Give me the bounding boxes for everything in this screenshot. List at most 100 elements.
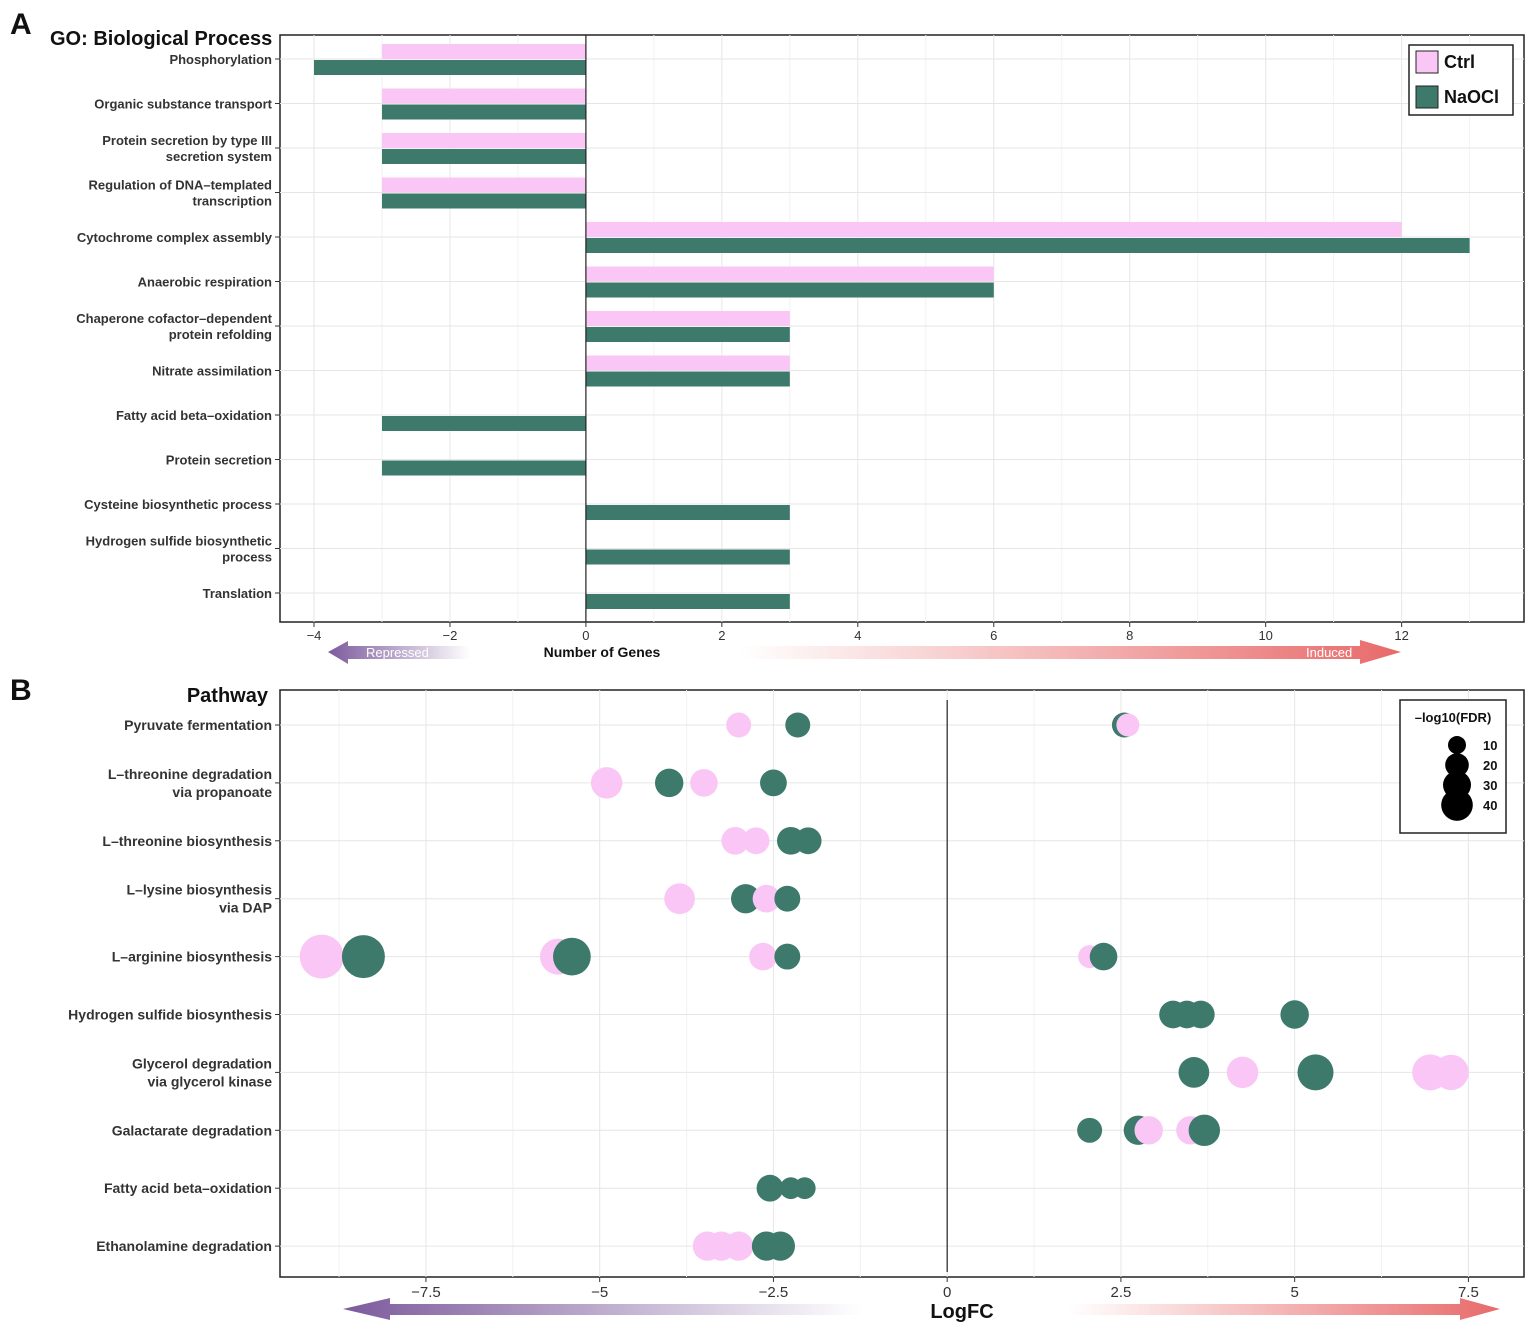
point-ctrl bbox=[721, 826, 750, 855]
category-label: process bbox=[222, 550, 272, 565]
legend-naocl-label: NaOCl bbox=[1444, 87, 1499, 107]
bar-naocl bbox=[313, 60, 586, 75]
size-legend-circle bbox=[1448, 736, 1466, 754]
point-naocl bbox=[1297, 1054, 1334, 1091]
panel-b-left-arrow bbox=[343, 1298, 862, 1320]
point-ctrl bbox=[1226, 1056, 1259, 1089]
category-label: Phosphorylation bbox=[169, 52, 272, 67]
x-tick-label: 0 bbox=[943, 1284, 951, 1301]
panel-a-label: A bbox=[10, 8, 32, 41]
category-label: Chaperone cofactor–dependent bbox=[76, 311, 272, 326]
point-naocl bbox=[1089, 942, 1118, 971]
repressed-label: Repressed bbox=[366, 645, 429, 660]
bar-ctrl bbox=[381, 177, 586, 193]
x-tick-label: 7.5 bbox=[1458, 1284, 1479, 1301]
category-label: Cysteine biosynthetic process bbox=[84, 497, 272, 512]
point-ctrl bbox=[590, 767, 623, 799]
panel-a-plot-area bbox=[279, 34, 1525, 623]
point-ctrl bbox=[1116, 713, 1140, 737]
panel-b-category-labels: Pyruvate fermentation L–threonine degrada… bbox=[68, 717, 280, 1254]
category-label: via DAP bbox=[219, 900, 272, 916]
point-naocl bbox=[1188, 1114, 1221, 1147]
x-tick-label: 10 bbox=[1258, 628, 1272, 643]
panel-b-plot-area bbox=[279, 689, 1525, 1278]
point-ctrl bbox=[749, 942, 777, 971]
point-ctrl bbox=[664, 883, 695, 915]
bar-ctrl bbox=[381, 44, 586, 59]
bar-naocl bbox=[585, 594, 790, 609]
category-label: Organic substance transport bbox=[94, 97, 272, 112]
category-label: via glycerol kinase bbox=[147, 1073, 272, 1089]
x-tick-label: 0 bbox=[582, 628, 589, 643]
x-tick-label: −4 bbox=[307, 628, 322, 643]
panel-b-x-axis-label: LogFC bbox=[930, 1301, 993, 1323]
category-label: secretion system bbox=[166, 149, 272, 164]
panel-b-label: B bbox=[10, 674, 32, 707]
bar-ctrl bbox=[381, 133, 586, 148]
size-legend-label: 10 bbox=[1483, 738, 1497, 753]
panel-b-right-arrow bbox=[1068, 1298, 1500, 1320]
panel-a-induced-arrow: Induced bbox=[740, 640, 1401, 664]
x-tick-label: 5 bbox=[1290, 1284, 1298, 1301]
category-label: Protein secretion by type III bbox=[102, 133, 272, 148]
category-label: Regulation of DNA–templated bbox=[89, 178, 273, 193]
point-naocl bbox=[756, 1174, 784, 1202]
bar-naocl bbox=[585, 238, 1470, 253]
category-label: transcription bbox=[193, 194, 273, 209]
panel-b-size-legend: –log10(FDR) 10 20 30 40 bbox=[1399, 699, 1507, 834]
point-ctrl bbox=[1433, 1054, 1469, 1091]
panel-a-repressed-arrow: Repressed bbox=[328, 641, 470, 664]
point-naocl bbox=[794, 827, 822, 855]
point-naocl bbox=[1178, 1057, 1210, 1088]
category-label: Hydrogen sulfide biosynthetic bbox=[86, 534, 272, 549]
legend-ctrl-label: Ctrl bbox=[1444, 52, 1475, 72]
category-label: Anaerobic respiration bbox=[138, 275, 272, 290]
point-ctrl bbox=[299, 934, 344, 979]
size-legend-circle bbox=[1441, 789, 1473, 821]
category-label: Galactarate degradation bbox=[112, 1122, 272, 1138]
bar-naocl bbox=[381, 416, 586, 431]
category-label: Nitrate assimilation bbox=[152, 364, 272, 379]
induced-label: Induced bbox=[1306, 645, 1352, 660]
legend-naocl-swatch bbox=[1415, 85, 1439, 109]
panel-a-category-labels: Phosphorylation Organic substance transpo… bbox=[76, 52, 280, 601]
category-label: Pyruvate fermentation bbox=[124, 717, 272, 733]
x-tick-label: 2 bbox=[718, 628, 725, 643]
size-legend-circle bbox=[1445, 753, 1469, 777]
point-naocl bbox=[654, 768, 684, 798]
category-label: L–lysine biosynthesis bbox=[127, 882, 273, 898]
bar-ctrl bbox=[381, 88, 586, 104]
bar-naocl bbox=[381, 193, 586, 209]
x-tick-label: −2.5 bbox=[759, 1284, 789, 1301]
size-legend-label: 20 bbox=[1483, 758, 1497, 773]
category-label: L–threonine biosynthesis bbox=[102, 833, 272, 849]
x-tick-label: −2 bbox=[443, 628, 458, 643]
size-legend-label: 30 bbox=[1483, 778, 1497, 793]
panel-b-points bbox=[299, 712, 1469, 1261]
point-naocl bbox=[785, 712, 811, 738]
x-tick-label: 4 bbox=[854, 628, 861, 643]
category-label: Fatty acid beta–oxidation bbox=[116, 408, 272, 423]
point-naocl bbox=[1280, 1000, 1309, 1029]
bar-ctrl bbox=[585, 311, 790, 326]
point-naocl bbox=[731, 884, 761, 914]
point-naocl bbox=[793, 1177, 816, 1200]
bar-naocl bbox=[381, 104, 586, 120]
bar-naocl bbox=[585, 282, 994, 298]
x-tick-label: 2.5 bbox=[1110, 1284, 1131, 1301]
bar-ctrl bbox=[585, 355, 790, 371]
size-legend-title: –log10(FDR) bbox=[1415, 710, 1492, 725]
point-ctrl bbox=[726, 712, 752, 738]
panel-a-x-ticks: −4 −2 0 2 4 6 8 10 12 bbox=[307, 622, 1409, 643]
point-naocl bbox=[1077, 1117, 1103, 1143]
category-label: Hydrogen sulfide biosynthesis bbox=[68, 1007, 272, 1023]
bar-naocl bbox=[585, 327, 790, 342]
point-ctrl bbox=[1134, 1116, 1163, 1145]
point-ctrl bbox=[724, 1231, 754, 1261]
bar-naocl bbox=[585, 505, 790, 520]
point-naocl bbox=[341, 935, 385, 979]
x-tick-label: 12 bbox=[1394, 628, 1408, 643]
x-tick-label: 8 bbox=[1126, 628, 1133, 643]
bar-naocl bbox=[585, 549, 790, 565]
bar-naocl bbox=[381, 149, 586, 164]
